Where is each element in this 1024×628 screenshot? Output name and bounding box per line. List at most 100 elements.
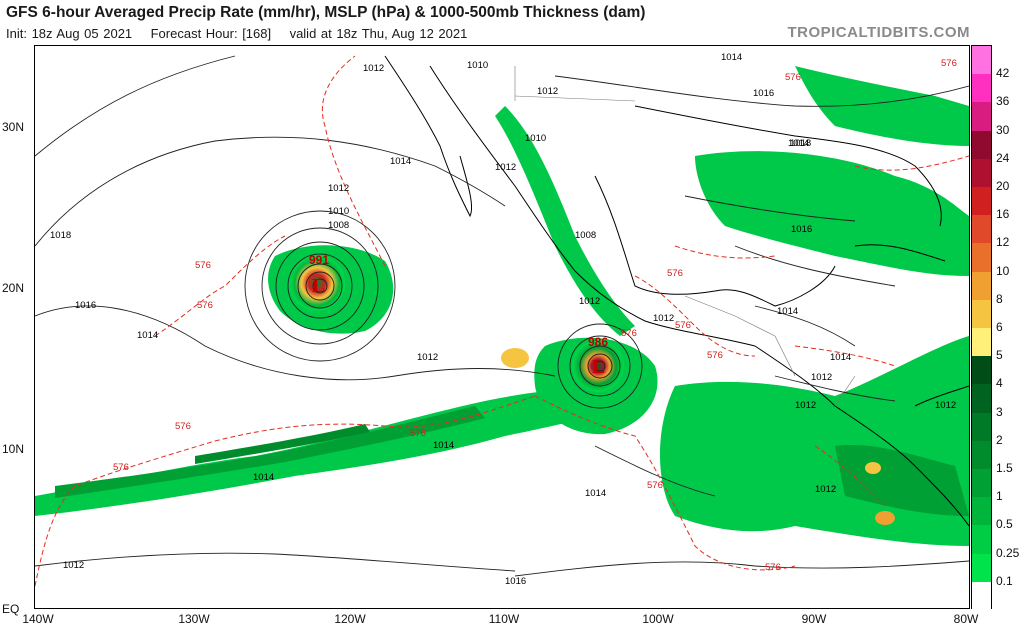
isobar-label: 1014	[788, 138, 809, 149]
thickness-label: 576	[113, 462, 129, 473]
colorbar-swatch	[972, 440, 991, 469]
lon-label-140w: 140W	[22, 612, 54, 626]
itcz-precip-core	[55, 406, 485, 498]
colorbar-swatch	[972, 187, 991, 216]
isobar-label: 1008	[575, 230, 596, 241]
colorbar-swatch	[972, 299, 991, 328]
colorbar-level-label: 36	[996, 94, 1010, 109]
isobar-label: 1012	[935, 400, 956, 411]
thickness-label: 576	[941, 58, 957, 69]
low-pressure-value: 991	[309, 253, 329, 267]
low-pressure-a: 991 L	[309, 253, 329, 297]
lat-label-eq: EQ	[2, 602, 20, 616]
isobar-labels: 1012 1010 1014 1012 1010 1008 1018 1016 …	[50, 52, 956, 587]
lon-label-80w: 80W	[953, 612, 979, 626]
colorbar-swatch	[972, 46, 991, 75]
colorbar-level-label: 0.5	[996, 517, 1013, 532]
lat-label-10n: 10N	[2, 442, 25, 456]
colorbar-swatch	[972, 356, 991, 385]
mexico-precip	[495, 106, 635, 336]
colorbar-level-label: 3	[996, 404, 1003, 419]
isobar-label: 1014	[253, 472, 274, 483]
isobar-label: 1018	[50, 230, 71, 241]
precip-cell-1	[501, 348, 529, 368]
low-pressure-value: 986	[588, 335, 608, 349]
colorbar-level-label: 1.5	[996, 461, 1013, 475]
isobar-label: 1014	[390, 156, 411, 167]
colorbar-swatch	[972, 74, 991, 103]
precip-colorbar	[971, 45, 992, 610]
isobar-label: 1016	[75, 300, 96, 311]
isobar-label: 1014	[830, 352, 851, 363]
gulf-coast	[594, 175, 836, 307]
colorbar-level-label: 16	[996, 207, 1010, 222]
isobar-label: 1014	[137, 330, 158, 341]
thickness-576	[35, 55, 969, 587]
colorbar-swatch	[972, 553, 991, 582]
isobar-label: 1012	[579, 296, 600, 307]
precip-cell-2	[875, 511, 895, 525]
colorbar-swatch	[972, 130, 991, 159]
isobar-label: 1012	[537, 86, 558, 97]
colorbar-level-label: 10	[996, 263, 1010, 278]
colorbar-swatch	[972, 384, 991, 413]
thickness-label: 576	[195, 260, 211, 271]
isobar-label: 1014	[433, 440, 454, 451]
isobar-label: 1016	[753, 88, 774, 99]
colorbar-swatch	[972, 271, 991, 300]
map-canvas: 1012 1010 1014 1012 1010 1008 1018 1016 …	[35, 52, 969, 587]
colorbar-swatch	[972, 497, 991, 526]
low-pressure-symbol: L	[312, 275, 325, 297]
itcz-precip-band	[35, 389, 635, 516]
init-time: Init: 18z Aug 05 2021	[6, 26, 133, 41]
colorbar-level-label: 4	[996, 376, 1003, 391]
mexico-west-coast	[429, 65, 756, 347]
thickness-label: 576	[197, 300, 213, 311]
storm-a-core	[289, 255, 345, 311]
colorbar-level-label: 1	[996, 489, 1003, 504]
isobar-label: 1012	[495, 162, 516, 173]
colorbar-swatch	[972, 469, 991, 498]
lon-label-130w: 130W	[178, 612, 210, 626]
colorbar-swatch	[972, 158, 991, 187]
precip-map: 1012 1010 1014 1012 1010 1008 1018 1016 …	[34, 45, 970, 609]
colorbar-swatch	[972, 215, 991, 244]
map-subtitle: Init: 18z Aug 05 2021 Forecast Hour: [16…	[6, 26, 467, 41]
isobar-label: 1008	[328, 220, 349, 231]
site-brand: TROPICALTIDBITS.COM	[787, 24, 970, 41]
colorbar-swatch	[972, 412, 991, 441]
colorbar-level-label: 6	[996, 320, 1003, 334]
colorbar-level-label: 20	[996, 179, 1010, 193]
colorbar-level-label: 5	[996, 348, 1003, 363]
isobar-label: 1012	[63, 560, 84, 571]
central-america-coast	[754, 345, 969, 527]
isobar-label: 1012	[795, 400, 816, 411]
northeast-precip	[795, 66, 969, 146]
us-gulf-coast	[634, 105, 916, 167]
lon-label-90w: 90W	[801, 612, 827, 626]
colorbar-level-label: 2	[996, 432, 1003, 447]
thickness-label: 576	[621, 328, 637, 339]
baja-coast	[384, 55, 473, 218]
east-precip-region	[660, 336, 969, 546]
precip-field	[35, 66, 969, 546]
isobar-label: 1012	[815, 484, 836, 495]
map-title: GFS 6-hour Averaged Precip Rate (mm/hr),…	[6, 4, 646, 21]
isobar-label: 1012	[417, 352, 438, 363]
thickness-label: 576	[675, 320, 691, 331]
cuba	[854, 244, 946, 262]
colorbar-swatch	[972, 102, 991, 131]
colorbar-swatch	[972, 581, 991, 610]
isobar-label: 1018	[790, 138, 811, 149]
colorbar-level-label: 30	[996, 122, 1010, 137]
isobar-label: 1012	[653, 313, 674, 324]
florida	[914, 165, 942, 227]
forecast-hour: Forecast Hour: [168]	[150, 26, 272, 41]
colorbar-level-label: 42	[996, 66, 1010, 81]
isobar-label: 1016	[791, 224, 812, 235]
colorbar-swatch	[972, 328, 991, 357]
lon-label-110w: 110W	[488, 612, 520, 626]
isobars	[35, 55, 969, 577]
colorbar-level-label: 0.25	[996, 545, 1020, 560]
thickness-label: 576	[175, 421, 191, 432]
